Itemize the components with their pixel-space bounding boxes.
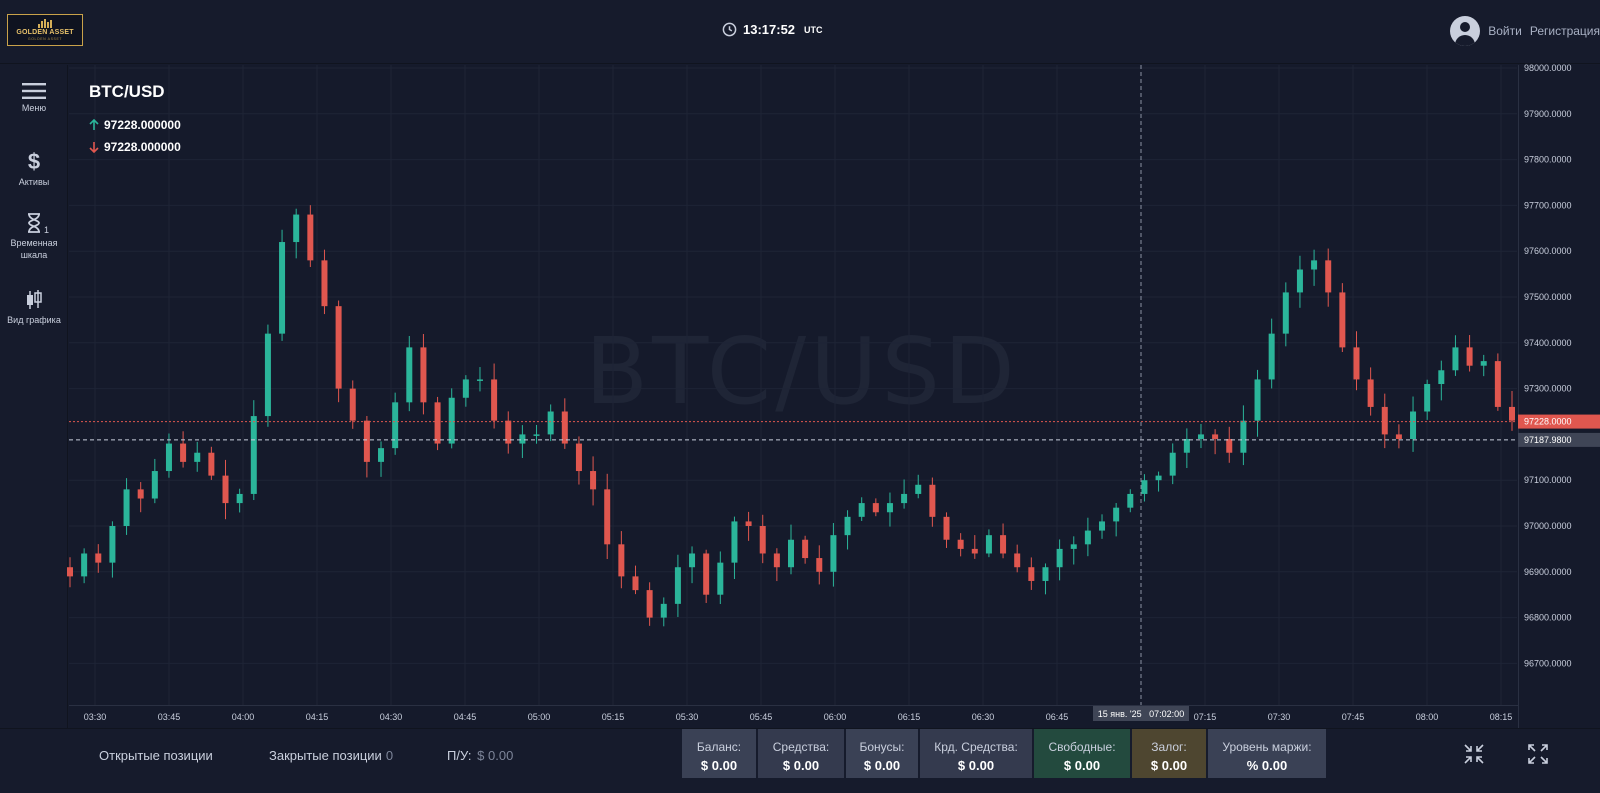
tab-closed-positions[interactable]: Закрытые позиции 0 [269, 748, 393, 763]
sidebar-item-menu[interactable]: Меню [0, 83, 68, 114]
chart-watermark: BTC/USD [585, 318, 1019, 425]
closed-positions-label: Закрытые позиции [269, 748, 382, 763]
sidebar: Меню $ Активы 1 Временная шкала Вид граф… [0, 65, 68, 728]
dollar-icon: $ [28, 149, 40, 173]
stat-margin-level: Уровень маржи: % 0.00 [1208, 729, 1326, 778]
stat-credit: Крд. Средства: $ 0.00 [920, 729, 1032, 778]
stat-credit-value: $ 0.00 [957, 758, 995, 773]
account-footer: Открытые позиции Закрытые позиции 0 П/У: … [0, 728, 1600, 793]
register-link[interactable]: Регистрация [1529, 24, 1600, 38]
hourglass-icon [28, 213, 40, 233]
stat-margin-level-label: Уровень маржи: [1222, 740, 1312, 754]
stat-margin-label: Залог: [1151, 740, 1187, 754]
sidebar-item-timeframe[interactable]: 1 Временная шкала [0, 212, 68, 261]
logo-name: GOLDEN ASSET [16, 28, 74, 36]
timeframe-badge: 1 [43, 225, 49, 235]
stat-bonus-label: Бонусы: [859, 740, 905, 754]
bid-price: 97228.000000 [104, 140, 181, 154]
sidebar-item-assets[interactable]: $ Активы [0, 149, 68, 188]
pnl-summary: П/У: $ 0.00 [447, 748, 513, 763]
server-clock: 13:17:52 UTC [722, 22, 823, 37]
stat-free-margin: Свободные: $ 0.00 [1034, 729, 1130, 778]
stat-equity-label: Средства: [772, 740, 830, 754]
bid-quote: 97228.000000 [89, 140, 181, 154]
login-link[interactable]: Войти [1488, 24, 1522, 38]
sidebar-label-assets: Активы [18, 177, 50, 187]
stat-margin-value: $ 0.00 [1150, 758, 1188, 773]
brand-logo[interactable]: GOLDEN ASSET GOLDEN ASSET [7, 14, 83, 46]
svg-text:$: $ [28, 149, 40, 173]
chart-symbol: BTC/USD [89, 82, 165, 101]
user-avatar-icon[interactable] [1450, 16, 1481, 46]
price-axis[interactable] [1518, 65, 1600, 728]
clock-time: 13:17:52 [743, 22, 796, 37]
sidebar-item-chart-view[interactable]: Вид графика [0, 289, 68, 326]
stat-balance: Баланс: $ 0.00 [682, 729, 756, 778]
ask-price: 97228.000000 [104, 118, 181, 132]
pnl-label: П/У: [447, 748, 472, 763]
fullscreen-icon[interactable] [1527, 743, 1549, 765]
pnl-value: $ 0.00 [477, 748, 514, 763]
auth-box: Войти Регистрация [1450, 16, 1600, 46]
sidebar-label-timeframe: Временная шкала [10, 238, 58, 260]
arrow-up-icon [89, 119, 99, 130]
chart-area[interactable] [69, 65, 1518, 705]
time-axis[interactable] [69, 705, 1518, 728]
open-positions-label: Открытые позиции [99, 748, 213, 763]
stat-bonus-value: $ 0.00 [863, 758, 901, 773]
clock-timezone: UTC [804, 24, 823, 35]
sidebar-label-menu: Меню [21, 103, 47, 113]
clock-icon [722, 22, 737, 37]
stat-balance-label: Баланс: [696, 740, 742, 754]
stat-bonus: Бонусы: $ 0.00 [846, 729, 918, 778]
stat-margin-level-value: % 0.00 [1246, 758, 1288, 773]
arrow-down-icon [89, 142, 99, 153]
stat-balance-value: $ 0.00 [700, 758, 738, 773]
collapse-icon[interactable] [1463, 743, 1485, 765]
stat-margin: Залог: $ 0.00 [1132, 729, 1206, 778]
logo-subtitle: GOLDEN ASSET [27, 36, 63, 41]
tab-open-positions[interactable]: Открытые позиции [99, 748, 213, 763]
candlestick-icon [27, 290, 42, 309]
top-bar: GOLDEN ASSET GOLDEN ASSET 13:17:52 UTC В… [0, 0, 1600, 64]
sidebar-label-chart-view: Вид графика [7, 315, 61, 325]
logo-bars-icon [38, 18, 52, 28]
stat-free-margin-value: $ 0.00 [1063, 758, 1101, 773]
hamburger-icon [22, 83, 46, 99]
stat-credit-label: Крд. Средства: [934, 740, 1018, 754]
ask-quote: 97228.000000 [89, 118, 181, 132]
stat-free-margin-label: Свободные: [1048, 740, 1116, 754]
stat-equity-value: $ 0.00 [782, 758, 820, 773]
closed-positions-count: 0 [385, 748, 394, 763]
stat-equity: Средства: $ 0.00 [758, 729, 844, 778]
